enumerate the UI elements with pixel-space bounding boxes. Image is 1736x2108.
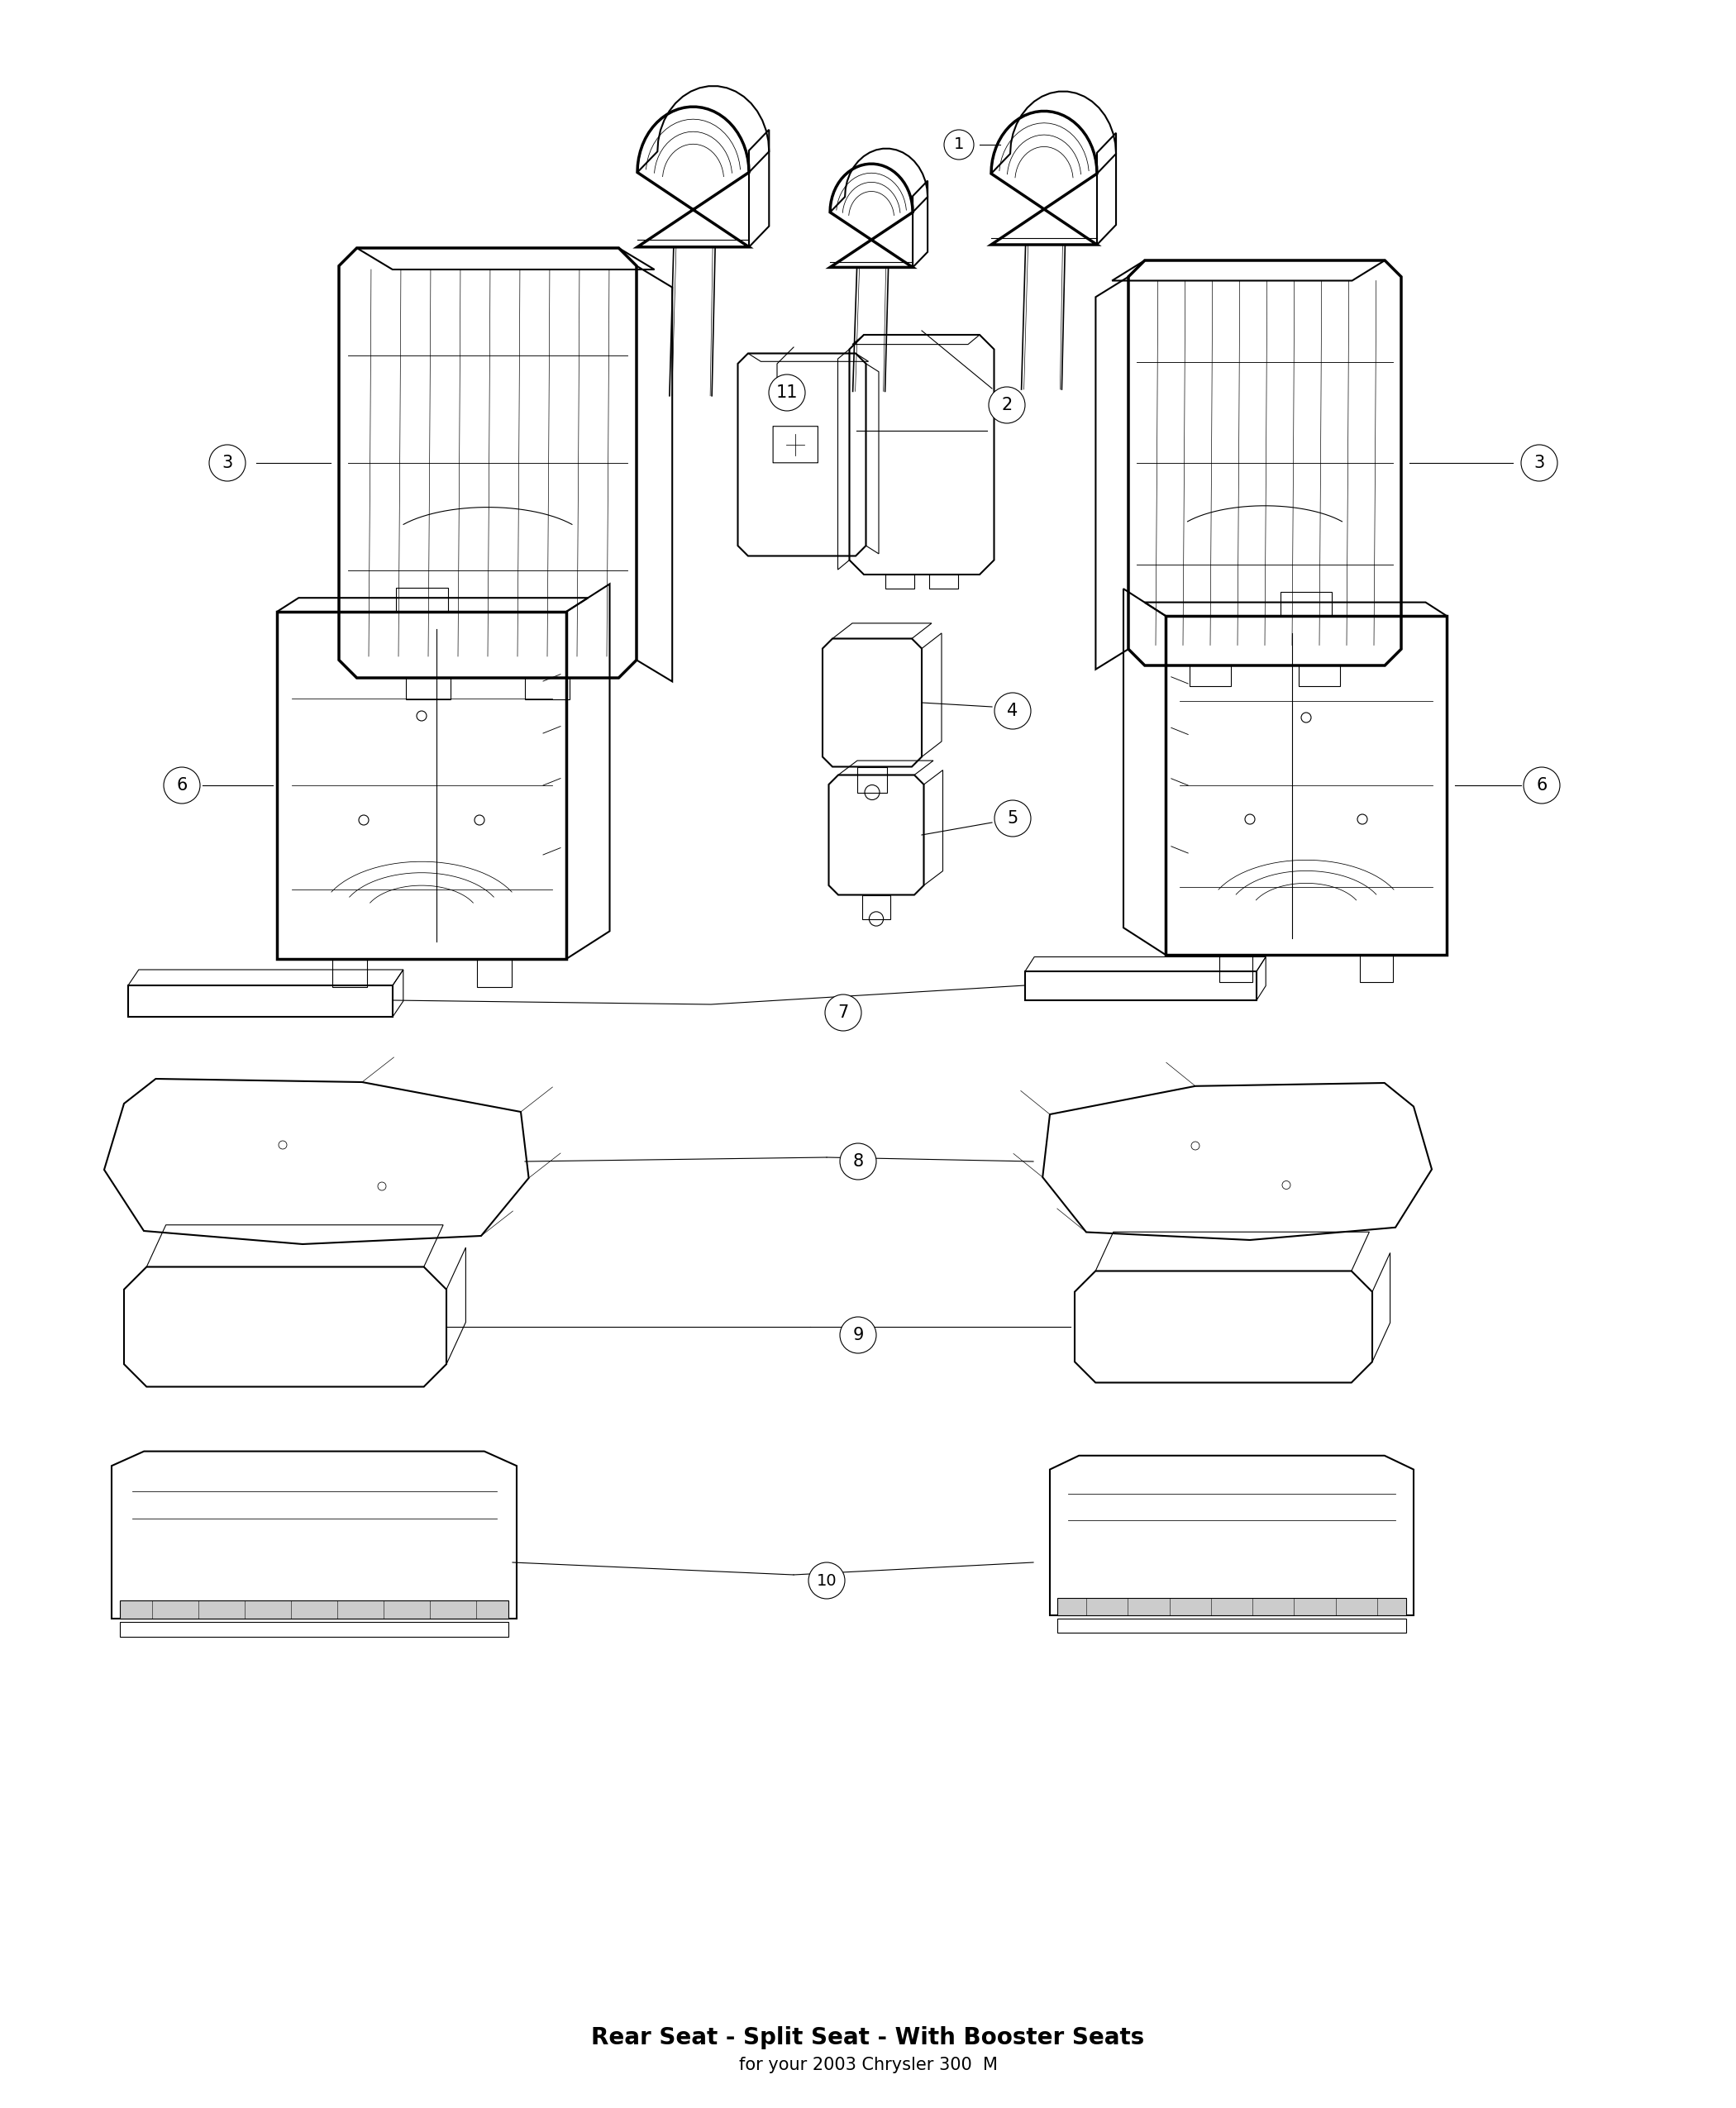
Text: 2: 2 bbox=[1002, 396, 1012, 413]
Circle shape bbox=[163, 767, 200, 803]
Text: 3: 3 bbox=[1535, 455, 1545, 472]
Text: for your 2003 Chrysler 300  M: for your 2003 Chrysler 300 M bbox=[740, 2057, 996, 2074]
Circle shape bbox=[840, 1143, 877, 1180]
Text: 4: 4 bbox=[1007, 702, 1017, 719]
Text: Rear Seat - Split Seat - With Booster Seats: Rear Seat - Split Seat - With Booster Se… bbox=[592, 2026, 1144, 2049]
Polygon shape bbox=[120, 1600, 509, 1619]
Circle shape bbox=[990, 388, 1024, 424]
Circle shape bbox=[995, 801, 1031, 837]
Text: 7: 7 bbox=[838, 1003, 849, 1020]
Polygon shape bbox=[1057, 1598, 1406, 1615]
Circle shape bbox=[825, 995, 861, 1031]
Circle shape bbox=[840, 1318, 877, 1353]
Text: 5: 5 bbox=[1007, 809, 1017, 826]
Circle shape bbox=[1524, 767, 1561, 803]
Circle shape bbox=[208, 445, 245, 481]
Text: 3: 3 bbox=[222, 455, 233, 472]
Text: 1: 1 bbox=[953, 137, 963, 152]
Text: 11: 11 bbox=[776, 384, 799, 401]
Circle shape bbox=[1521, 445, 1557, 481]
Circle shape bbox=[995, 694, 1031, 729]
Circle shape bbox=[944, 131, 974, 160]
Circle shape bbox=[809, 1562, 845, 1598]
Circle shape bbox=[769, 375, 806, 411]
Text: 6: 6 bbox=[1536, 778, 1547, 793]
Text: 10: 10 bbox=[816, 1573, 837, 1589]
Text: 8: 8 bbox=[852, 1153, 863, 1170]
Text: 9: 9 bbox=[852, 1326, 863, 1343]
Text: 6: 6 bbox=[177, 778, 187, 793]
